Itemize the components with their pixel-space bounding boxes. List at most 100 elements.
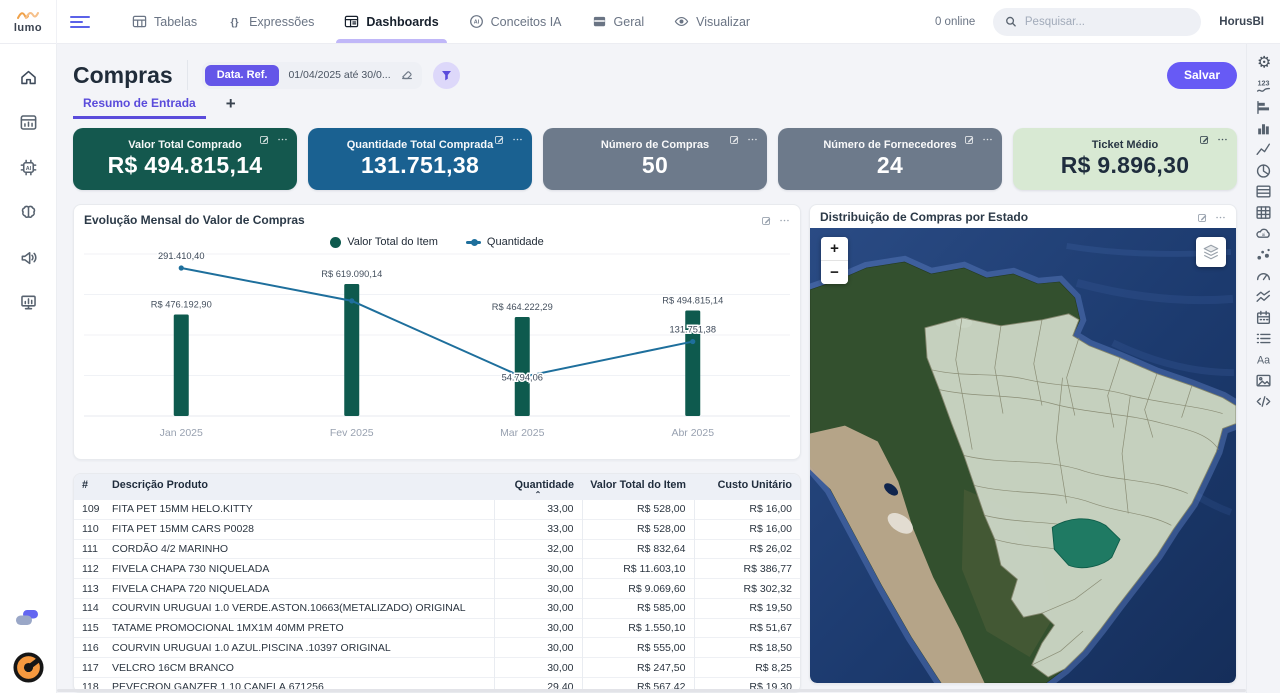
megaphone-icon[interactable] [19,248,38,267]
ai-group-icon[interactable]: ai [1255,225,1272,242]
tab-resumo-de-entrada[interactable]: Resumo de Entrada [73,94,206,119]
more-options-icon[interactable] [1217,134,1228,145]
brain-icon[interactable] [19,203,38,222]
date-ref-filter[interactable]: Data. Ref. 01/04/2025 até 30/0... [201,61,422,89]
map-layers-button[interactable] [1196,237,1226,267]
menu-item-visualizar[interactable]: Visualizar [674,0,750,43]
more-options-icon[interactable] [779,215,790,226]
choropleth-map[interactable]: + − [810,228,1236,683]
calendar-icon[interactable] [1255,309,1272,326]
horizontal-scrollbar[interactable] [57,689,1246,692]
table-row[interactable]: 109 FITA PET 15MM HELO.KITTY 33,00 R$ 528,0… [74,500,800,520]
clear-filter-icon[interactable] [400,68,414,82]
column-header-custo-unitario[interactable]: Custo Unitário [694,474,800,500]
line-series-marker [465,238,481,246]
more-options-icon[interactable] [982,134,993,145]
legend-valor-total-do-item[interactable]: Valor Total do Item [330,236,438,248]
add-tab-button[interactable]: + [225,94,236,113]
table-row[interactable]: 114 COURVIN URUGUAI 1.0 VERDE.ASTON.10663… [74,597,800,619]
bar-chart-horizontal-icon[interactable] [1255,99,1272,116]
edit-icon[interactable] [761,215,772,226]
chart-title: Evolução Mensal do Valor de Compras [84,213,305,227]
scatter-plot-icon[interactable] [1255,246,1272,263]
column-header-quantidade[interactable]: Quantidade ⌃ [494,474,582,500]
svg-text:291.410,40: 291.410,40 [158,251,205,261]
table-row[interactable]: 115 TATAME PROMOCIONAL 1MX1M 40MM PRETO 30… [74,617,800,638]
search-input[interactable] [1024,15,1190,28]
code-icon[interactable] [1255,393,1272,410]
image-icon[interactable] [1255,372,1272,389]
edit-icon[interactable] [964,134,975,145]
eye-icon [674,14,689,29]
menu-item-conceitos-ia[interactable]: AI Conceitos IA [469,0,562,43]
more-options-icon[interactable] [512,134,523,145]
bar-chart-vertical-icon[interactable] [1255,120,1272,137]
row-index: 110 [74,518,104,540]
more-options-icon[interactable] [277,134,288,145]
menu-item-dashboards[interactable]: Dashboards [336,0,447,43]
edit-icon[interactable] [729,134,740,145]
line-chart-icon[interactable] [1255,141,1272,158]
more-options-icon[interactable] [1215,212,1226,223]
column-header-index[interactable]: # [74,474,104,500]
total-value: R$ 528,00 [581,518,694,540]
filter-button[interactable] [432,61,460,89]
date-ref-badge[interactable]: Data. Ref. [204,64,280,86]
unit-cost: R$ 16,00 [693,518,800,540]
left-sidebar: AI [0,44,57,693]
pie-chart-icon[interactable] [1255,162,1272,179]
column-header-valor-total[interactable]: Valor Total do Item [582,474,694,500]
quantity: 30,00 [493,558,582,579]
gauge-icon[interactable] [1255,267,1272,284]
save-button[interactable]: Salvar [1166,61,1237,89]
table-row[interactable]: 112 FIVELA CHAPA 730 NIQUELADA 30,00 R$ 11.… [74,558,800,579]
home-icon[interactable] [19,68,38,87]
zoom-out-button[interactable]: − [821,261,848,284]
table-row[interactable]: 111 CORDÃO 4/2 MARINHO 32,00 R$ 832,64 R$ 26… [74,538,800,559]
edit-icon[interactable] [1199,134,1210,145]
edit-icon[interactable] [494,134,505,145]
svg-text:{}: {} [231,17,239,28]
search-box[interactable] [993,7,1202,36]
kpi-valor-total-comprado[interactable]: Valor Total Comprado R$ 494.815,14 [73,128,297,190]
kpi-numero-de-compras[interactable]: Número de Compras 50 [543,128,767,190]
table-row[interactable]: 117 VELCRO 16CM BRANCO 30,00 R$ 247,50 R$ 8,… [74,657,800,678]
typography-icon[interactable]: Aa [1255,351,1272,368]
multi-line-chart-icon[interactable] [1255,288,1272,305]
table-rows-icon[interactable] [1255,183,1272,200]
gauge-logo-icon[interactable] [12,652,44,683]
table-row[interactable]: 110 FITA PET 15MM CARS P0028 33,00 R$ 528,0… [74,518,800,540]
hamburger-menu-icon[interactable] [70,15,90,29]
row-index: 109 [82,503,100,516]
menu-item-tabelas[interactable]: Tabelas [132,0,197,43]
dashboard-window-icon[interactable] [19,113,38,132]
table-grid-icon[interactable] [1255,204,1272,221]
list-icon[interactable] [1255,330,1272,347]
column-header-descricao[interactable]: Descrição Produto [104,474,494,500]
map-title: Distribuição de Compras por Estado [820,210,1029,224]
zoom-in-button[interactable]: + [821,237,848,260]
kpi-numero-de-fornecedores[interactable]: Número de Fornecedores 24 [778,128,1002,190]
bar-line-chart[interactable]: R$ 476.192,90 R$ 619.090,14 R$ 464.222,29 R… [84,248,790,444]
gear-icon[interactable]: ⚙ [1255,53,1273,71]
table-row[interactable]: 118 PEVECRON GANZER 1,10 CANELA.671256 29,… [74,677,800,692]
table-row[interactable]: 113 FIVELA CHAPA 720 NIQUELADA 30,00 R$ 9.0… [74,578,800,599]
braces-icon: {} [227,14,242,29]
legend-quantidade[interactable]: Quantidade [465,236,544,248]
kpi-ticket-medio[interactable]: Ticket Médio R$ 9.896,30 [1013,128,1237,190]
edit-icon[interactable] [1197,212,1208,223]
dashboard-icon [344,14,359,29]
menu-item-geral[interactable]: Geral [592,0,644,43]
app-logo[interactable]: lumo [0,0,57,44]
kpi-quantidade-total-comprada[interactable]: Quantidade Total Comprada 131.751,38 [308,128,532,190]
cloud-sync-icon[interactable] [15,609,41,626]
menu-item-expressoes[interactable]: {} Expressões [227,0,315,43]
table-row[interactable]: 116 COURVIN URUGUAI 1.0 AZUL.PISCINA .103… [74,637,800,658]
product-description: FITA PET 15MM CARS P0028 [104,518,494,540]
product-description: FIVELA CHAPA 720 NIQUELADA [104,578,494,599]
numbers-trend-icon[interactable]: 123 [1255,78,1272,95]
more-options-icon[interactable] [747,134,758,145]
ai-chip-icon[interactable]: AI [19,158,38,177]
presentation-chart-icon[interactable] [19,293,38,312]
edit-icon[interactable] [259,134,270,145]
